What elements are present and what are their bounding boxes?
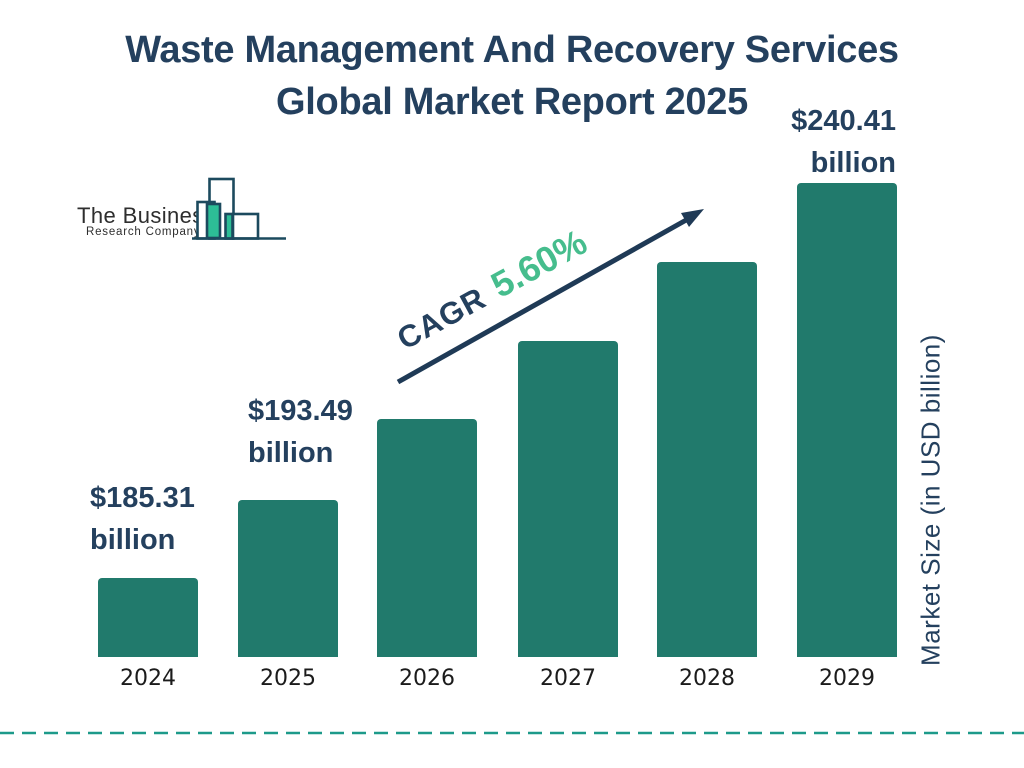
page-title: Waste Management And Recovery Services G… (0, 24, 1024, 128)
bar-2027: 2027 (518, 341, 618, 691)
value-label-2024-amount: $185.31 (90, 482, 195, 514)
value-label-2025-amount: $193.49 (248, 395, 353, 427)
value-label-2024-unit: billion (90, 524, 176, 556)
value-label-2029: $240.41 billion (791, 100, 896, 184)
cagr-label: CAGR (391, 280, 492, 357)
logo-subname-text: Research Company (86, 226, 201, 238)
cagr-value: 5.60% (484, 220, 594, 306)
x-tick-2029: 2029 (819, 666, 875, 691)
x-tick-2028: 2028 (679, 666, 735, 691)
cagr-annotation: CAGR 5.60% (389, 221, 595, 360)
bar-2029: 2029 (797, 183, 897, 691)
growth-arrow-head (681, 209, 704, 227)
value-label-2029-amount: $240.41 (791, 105, 896, 137)
value-label-2025: $193.49 billion (248, 390, 353, 474)
bar-2024: 2024 (98, 578, 198, 691)
x-tick-2026: 2026 (399, 666, 455, 691)
value-label-2025-unit: billion (248, 437, 334, 469)
logo-name-text: The Business (77, 203, 216, 228)
page-title-line1: Waste Management And Recovery Services (125, 29, 899, 71)
x-tick-2024: 2024 (120, 666, 176, 691)
bar-2026: 2026 (377, 419, 477, 691)
y-axis-label: Market Size (in USD billion) (915, 334, 946, 666)
x-tick-2027: 2027 (540, 666, 596, 691)
bar-2028: 2028 (657, 262, 757, 691)
page-title-line2: Global Market Report 2025 (276, 81, 748, 123)
x-tick-2025: 2025 (260, 666, 316, 691)
bar-2025: 2025 (238, 500, 338, 691)
value-label-2024: $185.31 billion (90, 477, 195, 561)
value-label-2029-unit: billion (810, 147, 896, 179)
logo-barchart-icon (192, 177, 286, 240)
